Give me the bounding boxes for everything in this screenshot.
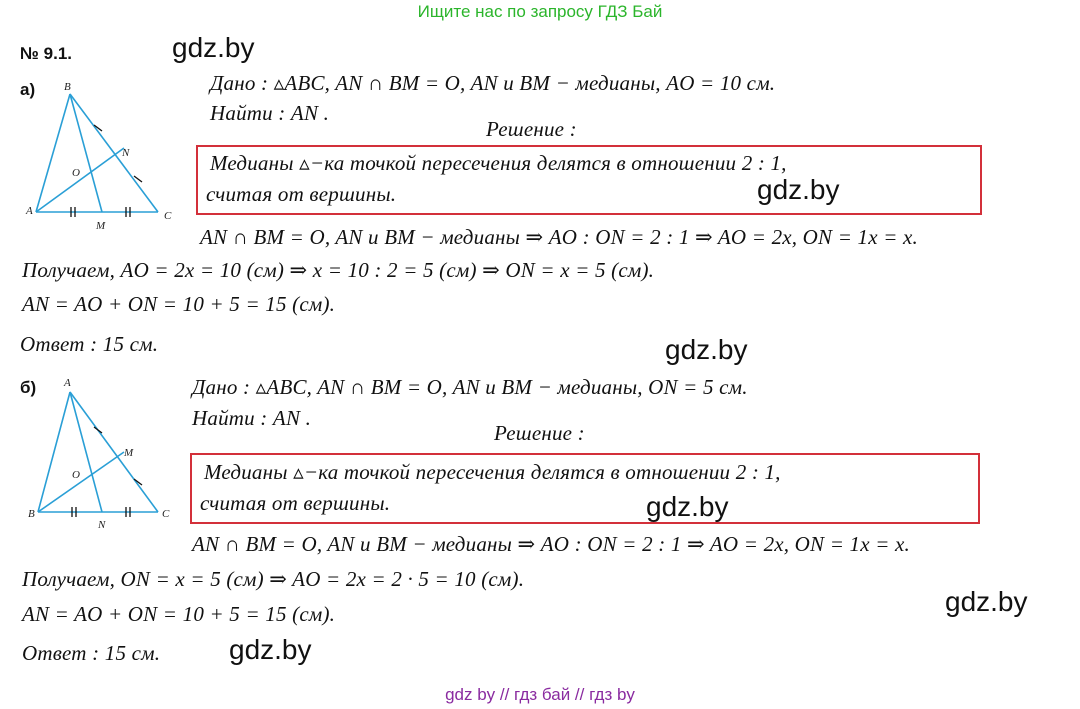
theorem-line1-b: Медианы ▵−ка точкой пересечения делятся … bbox=[204, 460, 781, 484]
label-o: O bbox=[72, 167, 80, 179]
part-a-label: а) bbox=[20, 80, 36, 99]
watermark: gdz.by bbox=[646, 491, 729, 522]
label-n: N bbox=[97, 519, 106, 531]
label-b: B bbox=[28, 508, 35, 520]
top-banner: Ищите нас по запросу ГДЗ Бай bbox=[417, 2, 663, 21]
solution-line1-b: AN ∩ BM = O, AN и BM − медианы ⇒ AO : ON… bbox=[192, 532, 910, 556]
solution-line3-b: AN = AO + ON = 10 + 5 = 15 (см). bbox=[22, 602, 336, 626]
label-m: M bbox=[123, 447, 134, 459]
watermark: gdz.by bbox=[757, 174, 840, 205]
label-a: A bbox=[25, 205, 33, 217]
theorem-box-a: Медианы ▵−ка точкой пересечения делятся … bbox=[196, 145, 982, 215]
solution-line1-a: AN ∩ BM = O, AN и BM − медианы ⇒ AO : ON… bbox=[200, 225, 918, 249]
theorem-line1-a: Медианы ▵−ка точкой пересечения делятся … bbox=[210, 151, 787, 175]
given-b: Дано : ▵ABC, AN ∩ BM = O, AN и BM − меди… bbox=[192, 375, 748, 399]
watermark: gdz.by bbox=[229, 634, 312, 665]
triangle-figure-a: B A C N O M bbox=[25, 81, 172, 230]
label-c: C bbox=[162, 508, 170, 520]
solution-line2-a: Получаем, AO = 2x = 10 (см) ⇒ x = 10 : 2… bbox=[22, 258, 655, 282]
label-a: A bbox=[63, 377, 71, 389]
label-b: B bbox=[64, 81, 71, 93]
find-b: Найти : AN . bbox=[192, 406, 312, 430]
given-a: Дано : ▵ABC, AN ∩ BM = O, AN и BM − меди… bbox=[210, 71, 776, 95]
answer-a: Ответ : 15 см. bbox=[20, 332, 159, 356]
watermark: gdz.by bbox=[172, 32, 255, 63]
label-m: M bbox=[95, 220, 106, 230]
solution-heading-b: Решение : bbox=[494, 421, 585, 445]
solution-heading-a: Решение : bbox=[486, 117, 577, 141]
answer-b: Ответ : 15 см. bbox=[22, 641, 161, 665]
triangle-figure-b: A B C M O N bbox=[28, 377, 170, 531]
footer: gdz by // гдз бай // гдз by bbox=[445, 685, 635, 704]
find-a: Найти : AN . bbox=[210, 101, 330, 125]
watermark: gdz.by bbox=[665, 334, 748, 365]
label-o: O bbox=[72, 469, 80, 481]
label-c: C bbox=[164, 210, 172, 222]
part-b-label: б) bbox=[20, 378, 37, 397]
theorem-line2-a: считая от вершины. bbox=[206, 182, 397, 206]
watermark: gdz.by bbox=[945, 586, 1028, 617]
label-n: N bbox=[121, 147, 130, 159]
theorem-line2-b: считая от вершины. bbox=[200, 491, 391, 515]
solution-line3-a: AN = AO + ON = 10 + 5 = 15 (см). bbox=[22, 292, 336, 316]
theorem-box-b: Медианы ▵−ка точкой пересечения делятся … bbox=[190, 453, 980, 524]
solution-line2-b: Получаем, ON = x = 5 (см) ⇒ AO = 2x = 2 … bbox=[22, 567, 525, 591]
problem-number: № 9.1. bbox=[20, 44, 73, 63]
